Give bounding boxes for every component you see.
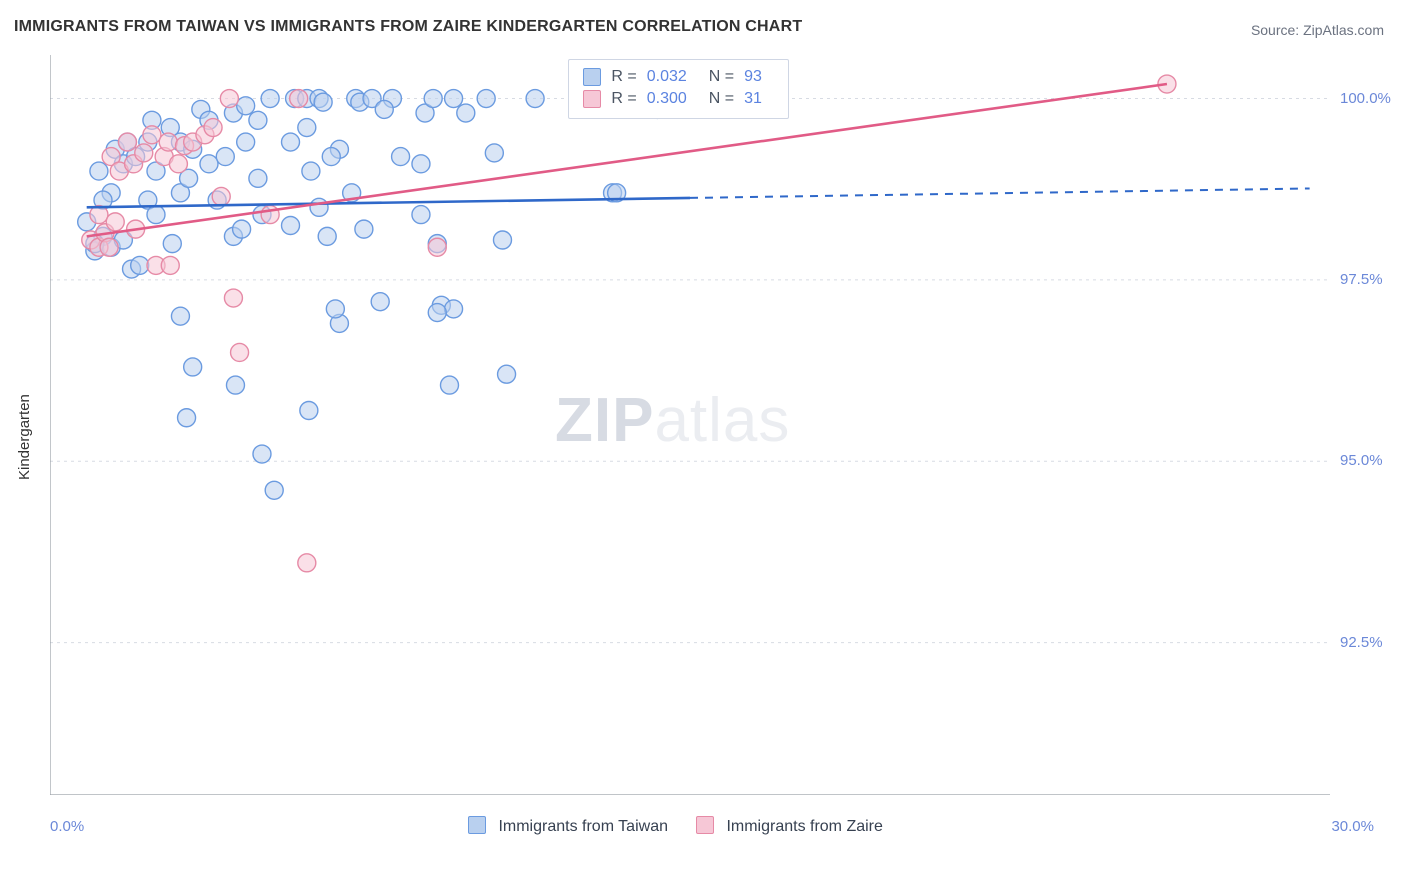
legend-item-taiwan: Immigrants from Taiwan xyxy=(468,816,668,836)
y-tick-label: 95.0% xyxy=(1340,452,1383,469)
legend-item-zaire: Immigrants from Zaire xyxy=(696,816,883,836)
y-tick-label: 92.5% xyxy=(1340,634,1383,651)
source-credit: Source: ZipAtlas.com xyxy=(1251,22,1384,38)
stat-r-label: R = xyxy=(611,66,636,88)
stat-n-taiwan: 93 xyxy=(744,66,762,88)
legend-swatch-taiwan xyxy=(468,816,486,834)
stat-swatch-zaire xyxy=(583,90,601,108)
x-tick-left: 0.0% xyxy=(50,818,84,835)
stat-r-taiwan: 0.032 xyxy=(647,66,687,88)
stat-r-label-2: R = xyxy=(611,88,636,110)
source-prefix: Source: xyxy=(1251,22,1303,38)
x-tick-right: 30.0% xyxy=(1331,818,1374,835)
stat-n-label-2: N = xyxy=(709,88,734,110)
y-axis-label: Kindergarten xyxy=(16,394,33,480)
stat-swatch-taiwan xyxy=(583,68,601,86)
legend-swatch-zaire xyxy=(696,816,714,834)
y-tick-label: 100.0% xyxy=(1340,90,1391,107)
y-tick-label: 97.5% xyxy=(1340,271,1383,288)
legend-label-taiwan: Immigrants from Taiwan xyxy=(498,818,668,835)
legend-label-zaire: Immigrants from Zaire xyxy=(726,818,882,835)
bottom-legend: Immigrants from Taiwan Immigrants from Z… xyxy=(468,816,883,836)
stat-n-label: N = xyxy=(709,66,734,88)
stat-n-zaire: 31 xyxy=(744,88,762,110)
chart-svg xyxy=(50,55,1330,795)
stat-row-taiwan: R = 0.032 N = 93 xyxy=(583,66,774,88)
chart-title: IMMIGRANTS FROM TAIWAN VS IMMIGRANTS FRO… xyxy=(14,18,802,36)
stat-r-zaire: 0.300 xyxy=(647,88,687,110)
stat-row-zaire: R = 0.300 N = 31 xyxy=(583,88,774,110)
stat-box: R = 0.032 N = 93 R = 0.300 N = 31 xyxy=(568,59,789,119)
source-link[interactable]: ZipAtlas.com xyxy=(1303,22,1384,38)
chart-plot xyxy=(50,55,1330,795)
